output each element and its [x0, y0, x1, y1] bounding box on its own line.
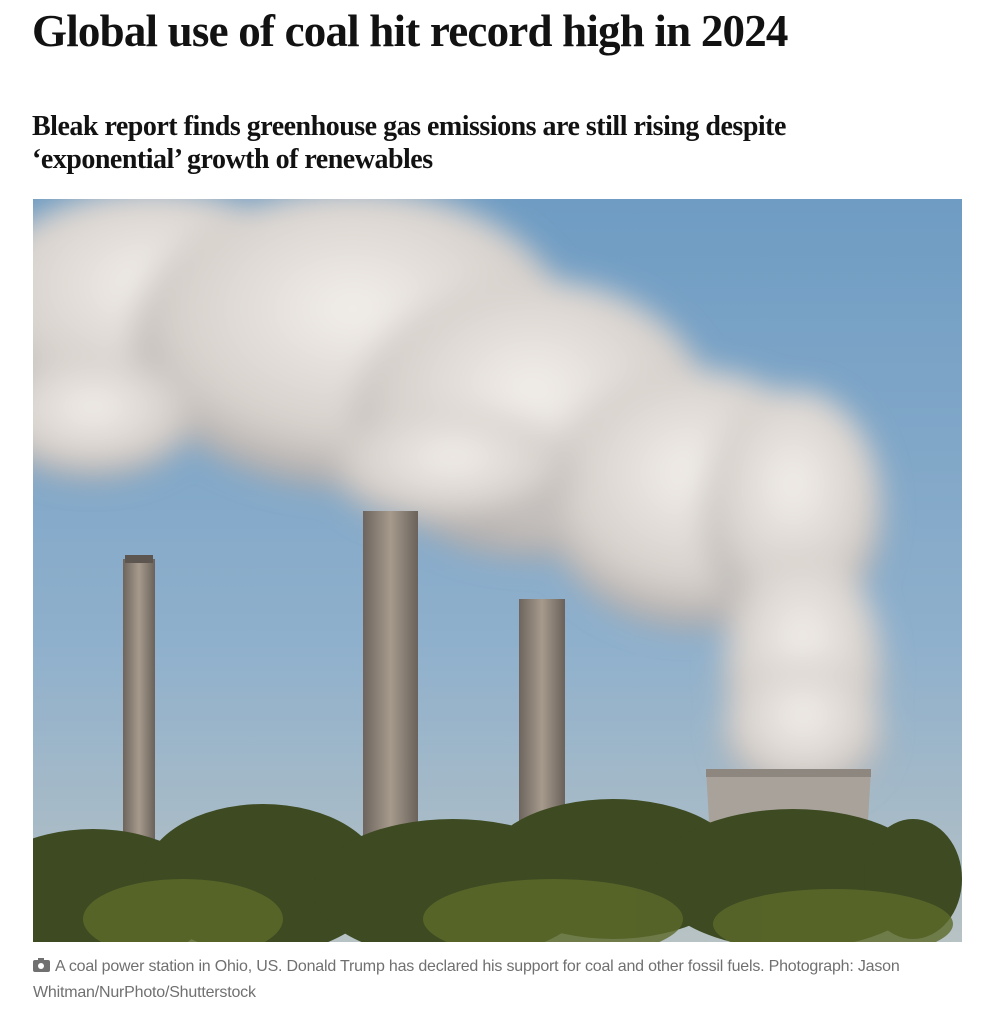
- headline: Global use of coal hit record high in 20…: [32, 6, 788, 56]
- photo-caption: A coal power station in Ohio, US. Donald…: [33, 954, 933, 1006]
- caption-text: A coal power station in Ohio, US. Donald…: [33, 958, 900, 1001]
- camera-icon: [33, 958, 50, 972]
- article-photo: [33, 199, 962, 942]
- standfirst: Bleak report finds greenhouse gas emissi…: [32, 111, 786, 175]
